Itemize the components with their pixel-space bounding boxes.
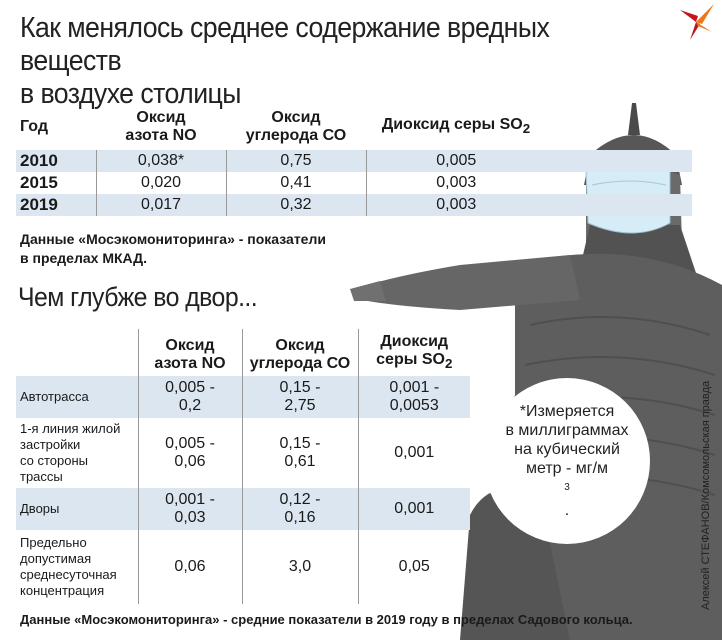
header-co: Оксид углерода СО [241,329,358,376]
title-line-2: в воздухе столицы [20,78,241,110]
header-year: Год [20,118,48,135]
yearly-table: Год Оксид азота NO Оксид углерода СО Дио… [16,104,692,216]
header-so2: Диоксид серы SO2 [357,329,470,376]
photo-credit: Алексей СТЕФАНОВ/Комсомольская правда [700,380,712,610]
header-no: Оксид азота NO [137,329,242,376]
header-no: Оксид азота NO [125,109,197,144]
table-header: Оксид азота NO Оксид углерода СО Диоксид… [16,329,470,376]
page-title: Как менялось среднее содержание вредных … [20,12,618,111]
table-header: Год Оксид азота NO Оксид углерода СО Дио… [16,104,692,150]
source-note-garden-ring: Данные «Мосэкомониторинга» - средние пок… [20,612,633,627]
table-row: Дворы 0,001 -0,03 0,12 -0,16 0,001 [16,488,470,530]
header-co: Оксид углерода СО [245,109,347,144]
table-row: 2019 0,017 0,32 0,003 [16,194,692,216]
header-so2: Диоксид серы SO2 [381,115,531,137]
helmet-spire [628,103,640,135]
location-table: Оксид азота NO Оксид углерода СО Диоксид… [16,329,470,604]
table-row: Предельно допустимая среднесуточная концен… [16,530,470,604]
table-row: 2015 0,020 0,41 0,003 [16,172,692,194]
source-note-mkad: Данные «Мосэкомониторинга» - показатели … [20,231,326,266]
table-row: Автотрасса 0,005 -0,2 0,15 -2,75 0,001 -… [16,376,470,418]
table-row: 1-я линия жилой застройки со стороны трасс… [16,418,470,488]
table-row: 2010 0,038* 0,75 0,005 [16,150,692,172]
section-heading: Чем глубже во двор... [18,282,258,312]
hand [350,281,386,301]
units-footnote-bubble: *Измеряется в миллиграммах на кубический… [484,378,650,544]
title-line-1: Как менялось среднее содержание вредных … [20,12,550,77]
arm [360,255,580,310]
brand-star-icon [680,4,714,40]
